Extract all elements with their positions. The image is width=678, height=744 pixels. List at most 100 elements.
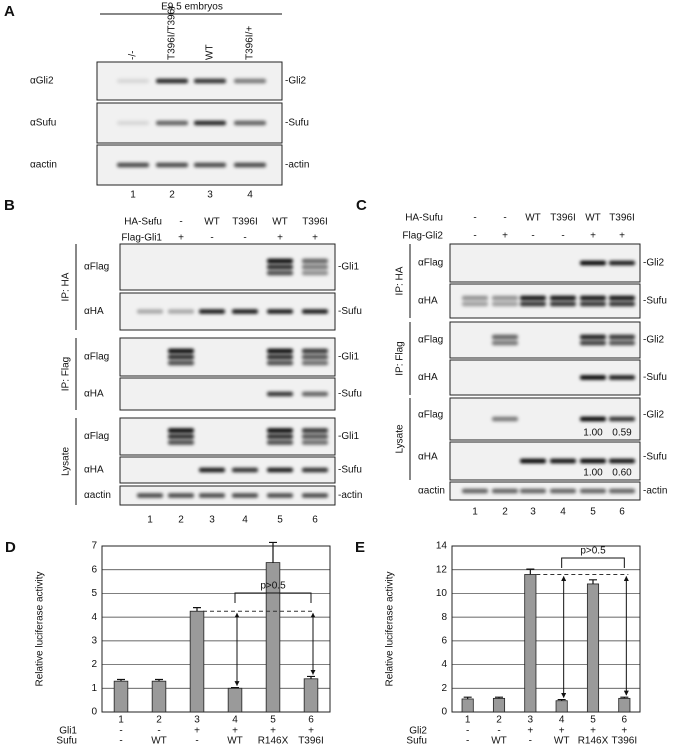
antibody-label: αFlag — [418, 410, 443, 421]
condition-value: + — [270, 726, 276, 737]
y-tick-label: 4 — [441, 659, 447, 670]
band-label: -Sufu — [338, 306, 362, 317]
group-label: IP: HA — [61, 272, 72, 301]
blot-panel — [119, 377, 336, 411]
band — [194, 78, 226, 84]
antibody-label: αHA — [84, 306, 104, 317]
condition-value: T396I — [612, 736, 638, 744]
band-label: -Sufu — [643, 372, 667, 383]
x-tick-label: 4 — [232, 715, 238, 726]
y-tick-label: 8 — [441, 612, 447, 623]
band-label: -actin — [338, 490, 362, 501]
band — [302, 391, 328, 397]
band — [302, 467, 328, 473]
bar — [151, 680, 167, 713]
condition-value: - — [210, 233, 213, 244]
band — [550, 458, 576, 464]
band — [267, 309, 293, 314]
band — [550, 295, 576, 301]
x-tick-label: 1 — [118, 715, 124, 726]
lane-number: 6 — [619, 507, 625, 518]
band — [462, 488, 488, 494]
bands — [492, 416, 635, 422]
condition-value: - — [243, 233, 246, 244]
band — [580, 295, 606, 301]
quantification: 1.00 — [583, 468, 603, 479]
group-label: IP: Flag — [395, 341, 406, 375]
lane-number: 5 — [277, 515, 283, 526]
error-bar — [589, 579, 597, 584]
y-tick-label: 3 — [91, 635, 97, 646]
condition-value: + — [308, 726, 314, 737]
band-label: -Gli2 — [643, 258, 665, 269]
lane-label: T396I/+ — [245, 26, 256, 60]
band-label: -Sufu — [643, 296, 667, 307]
band — [492, 295, 518, 301]
x-tick-label: 2 — [156, 715, 162, 726]
band — [492, 334, 518, 340]
condition-value: + — [619, 231, 625, 242]
bands — [199, 467, 328, 473]
bar — [189, 610, 205, 713]
blot-panel — [449, 359, 641, 396]
condition-value: - — [148, 217, 151, 228]
band — [302, 348, 328, 354]
antibody-label: αFlag — [418, 258, 443, 269]
condition-value: + — [527, 726, 533, 737]
band — [232, 467, 258, 473]
bar — [618, 697, 631, 713]
condition-name: Flag-Gli2 — [402, 231, 443, 242]
band — [580, 334, 606, 340]
band-label: -Gli2 — [643, 410, 665, 421]
band — [302, 309, 328, 314]
band — [462, 301, 488, 307]
band — [302, 354, 328, 360]
band-label: -Gli1 — [338, 431, 360, 442]
condition-value: - — [119, 726, 122, 737]
band — [520, 301, 546, 307]
band — [267, 440, 293, 445]
panel-label: D — [5, 539, 16, 556]
blot-panel — [119, 456, 336, 484]
x-tick-label: 1 — [465, 715, 471, 726]
band — [156, 78, 188, 84]
band — [609, 295, 635, 301]
condition-name: Gli1 — [59, 726, 77, 737]
antibody-label: αHA — [84, 465, 104, 476]
condition-value: - — [473, 231, 476, 242]
band — [520, 488, 546, 494]
band-label: -Gli2 — [285, 76, 307, 87]
y-tick-label: 0 — [91, 707, 97, 718]
x-tick-label: 6 — [622, 715, 628, 726]
y-tick-label: 6 — [441, 635, 447, 646]
bands — [117, 120, 266, 126]
band — [492, 340, 518, 346]
condition-value: WT — [525, 213, 541, 224]
condition-value: + — [590, 231, 596, 242]
panel-label: E — [355, 539, 365, 556]
error-bar — [495, 696, 503, 699]
bracket — [561, 557, 625, 568]
band — [267, 264, 293, 270]
condition-value: + — [178, 233, 184, 244]
lane-number: 2 — [502, 507, 508, 518]
y-tick-label: 2 — [91, 659, 97, 670]
condition-value: R146X — [258, 736, 289, 744]
condition-value: - — [119, 736, 122, 744]
blot-panel — [119, 243, 336, 291]
band — [168, 428, 194, 433]
blot-panel — [449, 321, 641, 359]
bands — [462, 488, 635, 494]
band-label: -Gli2 — [643, 335, 665, 346]
band-label: -Sufu — [643, 452, 667, 463]
condition-value: + — [590, 726, 596, 737]
band — [234, 78, 266, 84]
quantification: 0.59 — [612, 428, 632, 439]
band-label: -Sufu — [338, 389, 362, 400]
band — [234, 162, 266, 168]
band — [267, 258, 293, 264]
band — [267, 354, 293, 360]
group-label: Lysate — [395, 424, 406, 454]
band — [156, 120, 188, 126]
